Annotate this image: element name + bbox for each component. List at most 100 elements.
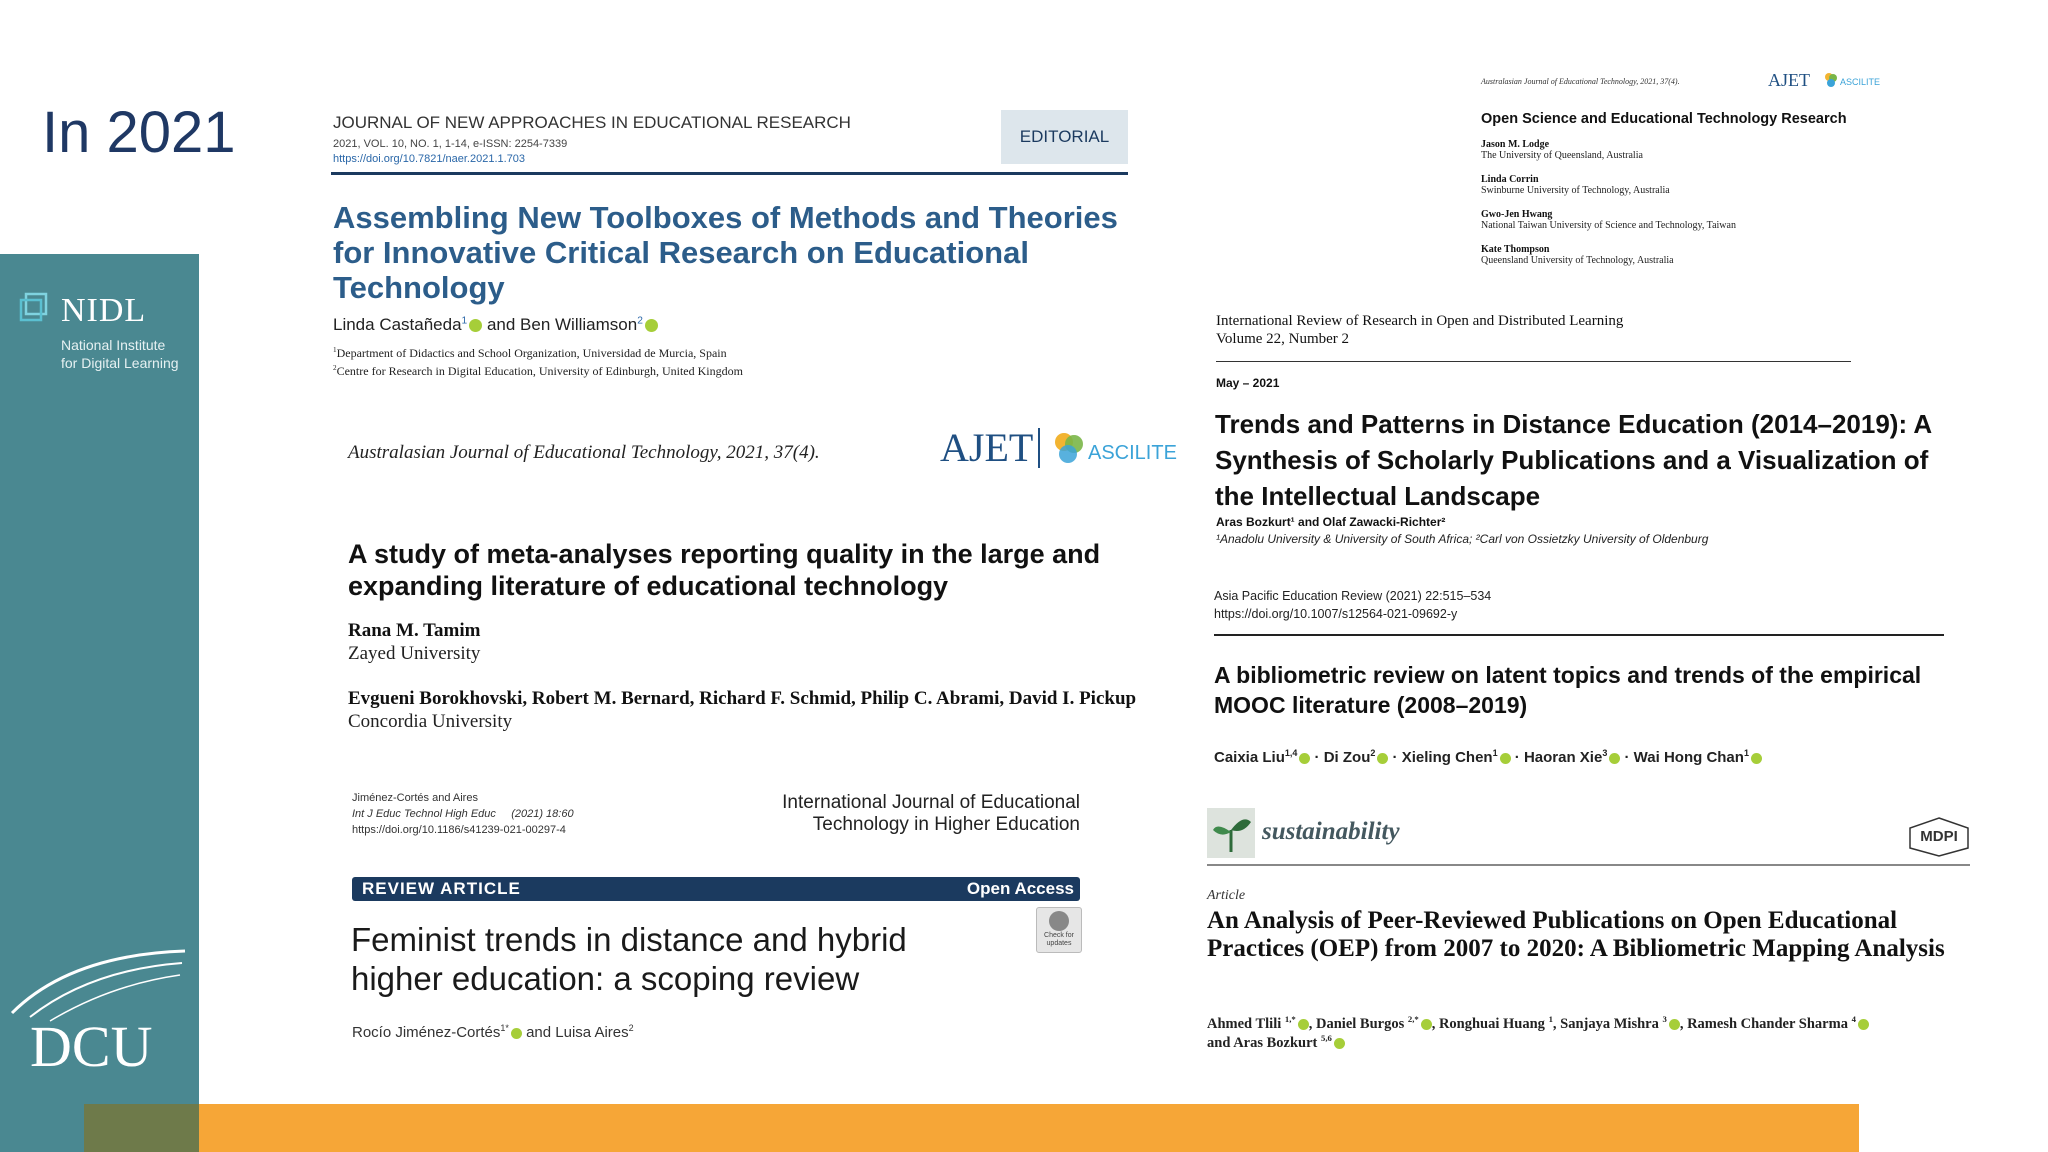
p6-author: Xieling Chen1 [1401, 748, 1511, 766]
p2-logo-divider [1038, 428, 1040, 468]
p3-cite2: Int J Educ Technol High Educ (2021) 18:6… [352, 808, 574, 820]
bottom-olive-bar [84, 1104, 199, 1152]
check-text1: Check for [1044, 932, 1074, 939]
ascilite-logo-icon [1824, 72, 1838, 88]
orcid-icon [1668, 1019, 1680, 1030]
p5-volume: Volume 22, Number 2 [1216, 331, 1350, 347]
sidebar-panel [0, 254, 199, 1152]
p2-title: A study of meta-analyses reporting quali… [348, 539, 1101, 601]
p7-author-last: and Aras Bozkurt [1207, 1034, 1318, 1051]
p4-author-name: Linda Corrin [1481, 174, 1539, 185]
p7-author-sup: 4 [1851, 1014, 1856, 1024]
ascilite-logo-icon [1054, 430, 1084, 466]
p5-affil: ¹Anadolu University & University of Sout… [1216, 532, 1709, 546]
p7-author-sup: 2,* [1407, 1014, 1419, 1024]
p7-title: An Analysis of Peer-Reviewed Publication… [1207, 907, 1945, 962]
p1-sup2: 2 [637, 315, 643, 327]
orcid-icon [1299, 752, 1311, 764]
p7-author-name: Daniel Burgos [1316, 1015, 1405, 1032]
bottom-orange-bar [199, 1104, 1859, 1152]
p7-author-name: Ahmed Tlili [1207, 1015, 1282, 1032]
p7-author-sup: 1,* [1284, 1014, 1296, 1024]
p6-author-sup: 2 [1370, 748, 1376, 758]
p4-ajet-logo: AJET [1768, 70, 1810, 90]
p4-author: Kate Thompson Queensland University of T… [1481, 244, 1841, 279]
orcid-icon [469, 319, 483, 333]
p1-doi[interactable]: https://doi.org/10.7821/naer.2021.1.703 [333, 153, 526, 165]
p6-author-sup: 3 [1602, 748, 1608, 758]
p6-rule [1214, 634, 1944, 636]
p6-author-name: Caixia Liu [1214, 749, 1285, 766]
p4-author: Jason M. Lodge The University of Queensl… [1481, 139, 1841, 174]
p7-author-name: Ramesh Chander Sharma [1687, 1015, 1848, 1032]
nidl-logo-icon [19, 292, 49, 322]
p6-author: Di Zou2 [1323, 748, 1389, 766]
p4-author: Gwo-Jen Hwang National Taiwan University… [1481, 209, 1841, 244]
p1-meta: 2021, VOL. 10, NO. 1, 1-14, e-ISSN: 2254… [333, 138, 568, 150]
p1-affil1-text: Department of Didactics and School Organ… [336, 346, 727, 360]
p5-rule [1216, 361, 1851, 362]
check-text2: updates [1046, 940, 1072, 947]
p1-affil1: 1Department of Didactics and School Orga… [333, 346, 727, 361]
p4-author-affil: National Taiwan University of Science an… [1481, 220, 1736, 231]
p6-author-sup: 1 [1743, 748, 1749, 758]
p3-title: Feminist trends in distance and hybrid h… [351, 921, 907, 997]
p1-sup1: 1 [461, 315, 468, 327]
p2-authors2: Evgueni Borokhovski, Robert M. Bernard, … [348, 688, 1137, 709]
p6-author-name: Di Zou [1323, 749, 1371, 766]
orcid-icon [1420, 1019, 1432, 1030]
p3-cite2-journal: Int J Educ Technol High Educ [352, 808, 496, 820]
p6-title: A bibliometric review on latent topics a… [1214, 662, 1922, 718]
p7-author-name: Sanjaya Mishra [1560, 1015, 1659, 1032]
p2-ajet-logo: AJET [940, 425, 1034, 470]
p7-authors-line1: Ahmed Tlili 1,*, Daniel Burgos 2,*, Rong… [1207, 1014, 1869, 1033]
p6-author-name: Haoran Xie [1523, 749, 1603, 766]
p7-author: Ronghuai Huang 1 [1439, 1014, 1553, 1032]
nidl-line1: National Institute [61, 337, 166, 353]
p3-bar-left: REVIEW ARTICLE [362, 879, 521, 898]
p3-cite3[interactable]: https://doi.org/10.1186/s41239-021-00297… [352, 824, 566, 836]
p1-affil2: 2Centre for Research in Digital Educatio… [333, 364, 743, 379]
p6-journal: Asia Pacific Education Review (2021) 22:… [1214, 589, 1492, 603]
p7-author: Daniel Burgos 2,* [1316, 1014, 1432, 1032]
p5-authors: Aras Bozkurt¹ and Olaf Zawacki-Richter² [1216, 515, 1446, 529]
p6-author: Haoran Xie3 [1523, 748, 1621, 766]
p1-title: Assembling New Toolboxes of Methods and … [333, 200, 1118, 305]
p4-author-affil: Swinburne University of Technology, Aust… [1481, 185, 1670, 196]
p3-journal-line1: International Journal of Educational [782, 792, 1080, 813]
p3-author1: Rocío Jiménez-Cortés [352, 1024, 501, 1041]
p6-author-sup: 1,4 [1284, 748, 1298, 758]
p3-sup1: 1* [500, 1023, 509, 1033]
dcu-swoosh-icon [10, 945, 190, 1025]
p5-date: May – 2021 [1216, 376, 1280, 390]
orcid-icon [1857, 1019, 1869, 1030]
p7-author: Ahmed Tlili 1,* [1207, 1014, 1309, 1032]
orcid-icon [1297, 1019, 1309, 1030]
p7-journal: sustainability [1262, 818, 1400, 845]
p7-author: Sanjaya Mishra 3 [1560, 1014, 1680, 1032]
p3-cite2-vol: (2021) 18:60 [511, 808, 574, 820]
p6-author: Caixia Liu1,4 [1214, 748, 1311, 766]
p6-doi[interactable]: https://doi.org/10.1007/s12564-021-09692… [1214, 607, 1458, 621]
p2-ascilite: ASCILITE [1088, 442, 1177, 464]
p1-journal: JOURNAL OF NEW APPROACHES IN EDUCATIONAL… [333, 113, 851, 132]
p7-author-last-sup: 5,6 [1321, 1033, 1332, 1043]
p6-author-name: Wai Hong Chan [1633, 749, 1744, 766]
p6-author-sup: 1 [1492, 748, 1498, 758]
p4-journal: Australasian Journal of Educational Tech… [1481, 77, 1680, 86]
p7-author-sup: 1 [1548, 1014, 1553, 1024]
mdpi-logo-icon [1908, 816, 1970, 858]
orcid-icon [644, 319, 658, 333]
p7-rule [1207, 864, 1970, 866]
p2-journal: Australasian Journal of Educational Tech… [348, 442, 820, 463]
orcid-icon [510, 1027, 522, 1039]
p4-author-name: Kate Thompson [1481, 244, 1550, 255]
p6-author: Wai Hong Chan1 [1633, 748, 1762, 766]
dcu-logo: DCU [30, 1014, 153, 1079]
orcid-icon [1499, 752, 1511, 764]
p1-editorial-badge: EDITORIAL [1001, 110, 1128, 164]
p2-affil1: Zayed University [348, 643, 481, 664]
check-for-updates-icon[interactable]: Check for updates [1036, 907, 1082, 953]
p6-author-name: Xieling Chen [1401, 749, 1493, 766]
p3-cite1: Jiménez-Cortés and Aires [352, 792, 478, 804]
